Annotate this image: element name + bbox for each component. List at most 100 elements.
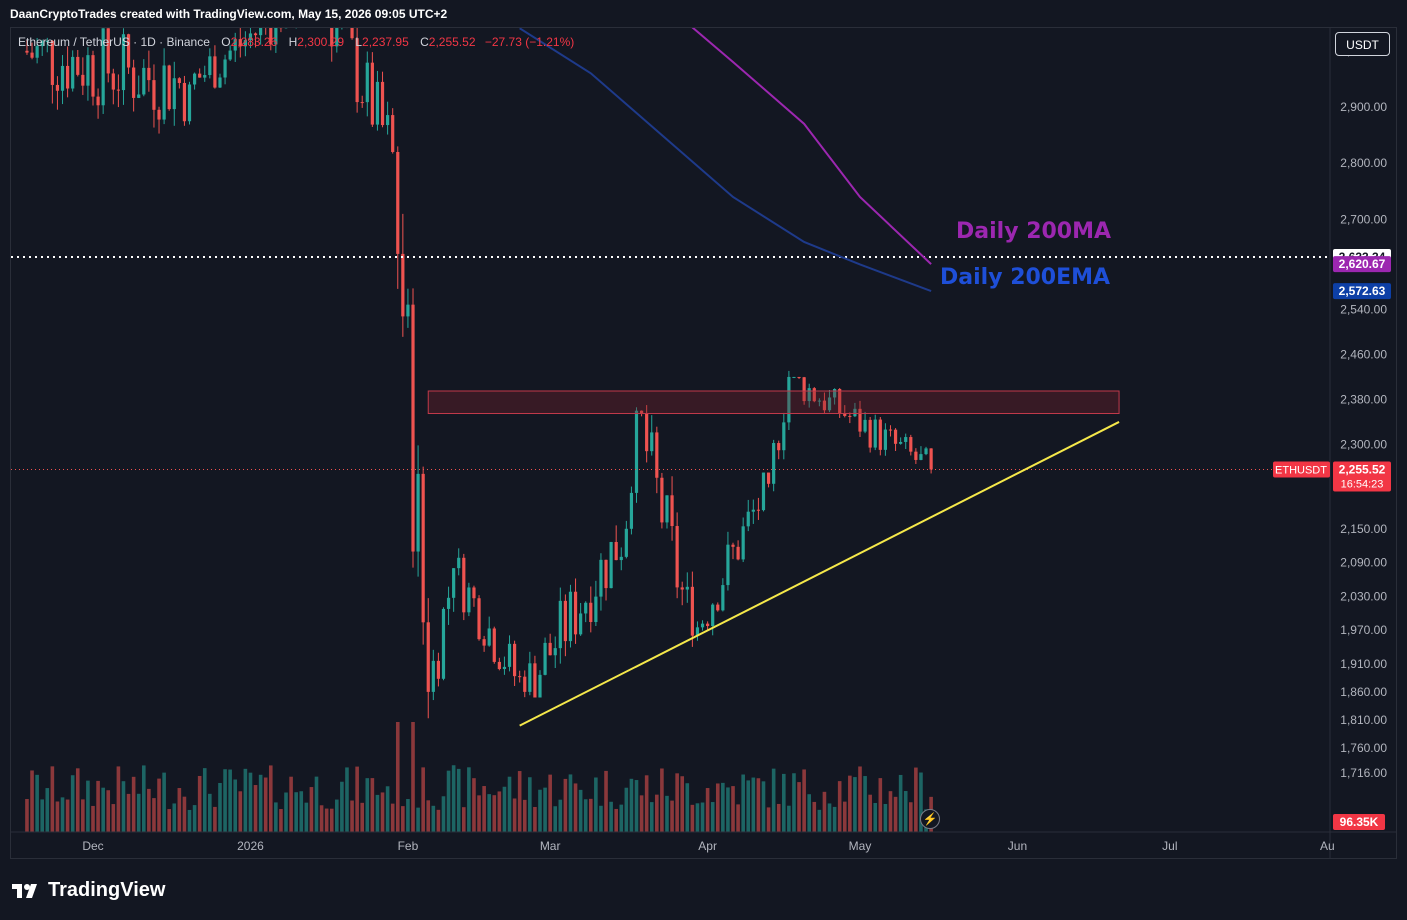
candle-body <box>126 34 131 68</box>
volume-bar <box>197 775 202 832</box>
candle-body <box>137 94 141 98</box>
candle-body <box>533 663 537 698</box>
volume-bar <box>741 774 745 832</box>
volume-bar <box>583 799 588 832</box>
candle-body <box>172 78 176 110</box>
volume-bar <box>776 803 781 832</box>
volume-bar <box>81 799 85 832</box>
volume-bar <box>385 786 390 832</box>
candle-body <box>30 52 34 58</box>
symbol-legend[interactable]: Ethereum / TetherUS · 1D · Binance O2,28… <box>18 35 574 49</box>
candle-body <box>386 115 390 126</box>
volume-bar <box>710 802 715 832</box>
candle-body <box>132 67 136 98</box>
volume-bar <box>766 807 771 832</box>
change-value: −27.73 (−1.21%) <box>484 35 575 49</box>
ema200-annotation[interactable]: Daily 200EMA <box>940 265 1111 290</box>
candle-body <box>91 55 95 97</box>
candle-body <box>238 39 242 47</box>
candle-body <box>711 604 715 627</box>
ema200-line <box>519 28 932 293</box>
symbol-title[interactable]: Ethereum / TetherUS · 1D · Binance <box>18 35 210 49</box>
candle-body <box>177 78 181 83</box>
volume-bar <box>538 789 542 832</box>
candle-body <box>411 304 415 552</box>
price-axis[interactable]: 3,000.002,900.002,800.002,700.002,540.00… <box>1329 28 1396 858</box>
candle-body <box>101 28 105 106</box>
candle-body <box>609 542 613 589</box>
volume-bar <box>299 791 304 832</box>
price-tick-label: 2,150.00 <box>1340 522 1387 536</box>
lightning-icon[interactable]: ⚡ <box>920 809 940 829</box>
volume-bar <box>604 770 608 832</box>
volume-bar <box>233 779 238 832</box>
candle-body <box>706 623 710 627</box>
candle-body <box>645 413 649 452</box>
price-tick-label: 1,860.00 <box>1340 685 1387 699</box>
volume-bar <box>639 795 644 832</box>
volume-bar <box>482 786 486 832</box>
candle-body <box>584 602 588 614</box>
volume-bar <box>253 785 258 832</box>
resistance-zone[interactable] <box>427 390 1120 414</box>
symbol-tag <box>1273 461 1330 478</box>
volume-bar <box>543 787 547 832</box>
candle-body <box>538 674 542 698</box>
volume-bar <box>649 802 654 832</box>
candle-body <box>629 492 634 529</box>
volume-bar <box>700 802 705 832</box>
candle-body <box>355 38 359 103</box>
ma200-annotation[interactable]: Daily 200MA <box>956 219 1112 244</box>
candle-body <box>579 613 583 635</box>
volume-bar <box>436 809 441 832</box>
price-tag <box>1333 256 1391 273</box>
price-tick-label: 2,800.00 <box>1340 156 1387 170</box>
candle-body <box>827 397 832 411</box>
candle-body <box>594 596 598 623</box>
volume-bar <box>441 796 446 832</box>
price-tick-label: 2,700.00 <box>1340 212 1387 226</box>
volume-tag <box>1333 814 1385 830</box>
price-chart[interactable]: 3,000.002,900.002,800.002,700.002,540.00… <box>0 0 1407 860</box>
volume-bar <box>792 773 796 832</box>
ascending-trendline[interactable] <box>519 421 1120 727</box>
candle-body <box>599 559 603 597</box>
candle-body <box>157 109 161 120</box>
time-tick-label: Jul <box>1162 839 1177 853</box>
candle-body <box>76 56 80 75</box>
chart-attribution: DaanCryptoTrades created with TradingVie… <box>10 7 448 21</box>
candle-body <box>675 526 679 588</box>
candle-body <box>573 591 578 635</box>
candle-body <box>86 55 90 86</box>
volume-bar <box>837 781 842 832</box>
volume-bar <box>324 808 329 832</box>
candle-body <box>558 600 562 649</box>
candle-body <box>624 528 628 557</box>
candle-body <box>167 65 171 110</box>
volume-bar <box>512 798 517 832</box>
volume-bar <box>477 795 481 832</box>
volume-bar <box>243 768 248 832</box>
volume-bar <box>761 781 766 832</box>
time-axis[interactable]: Dec 2026 Feb Mar Apr May Jun Jul Au <box>11 831 1396 853</box>
candle-body <box>330 28 334 47</box>
price-tick-label: 1,910.00 <box>1340 657 1387 671</box>
currency-button[interactable]: USDT <box>1335 32 1390 56</box>
candle-body <box>639 410 644 414</box>
candle-body <box>147 67 151 81</box>
candle-body <box>746 511 750 527</box>
volume-bar <box>802 769 806 832</box>
volume-bar <box>75 768 80 832</box>
volume-bar <box>426 800 431 832</box>
tradingview-logo[interactable]: TradingView <box>12 879 165 902</box>
price-axis-bg <box>1330 28 1396 832</box>
candle-body <box>55 84 60 91</box>
volume-bar <box>898 774 903 832</box>
time-tick-label: 2026 <box>237 839 264 853</box>
candle-body <box>670 495 674 527</box>
volume-bar <box>116 766 121 832</box>
candle-body <box>487 628 491 646</box>
chart-frame[interactable] <box>10 27 1397 859</box>
volume-bar <box>462 807 466 832</box>
candle-body <box>482 639 486 646</box>
